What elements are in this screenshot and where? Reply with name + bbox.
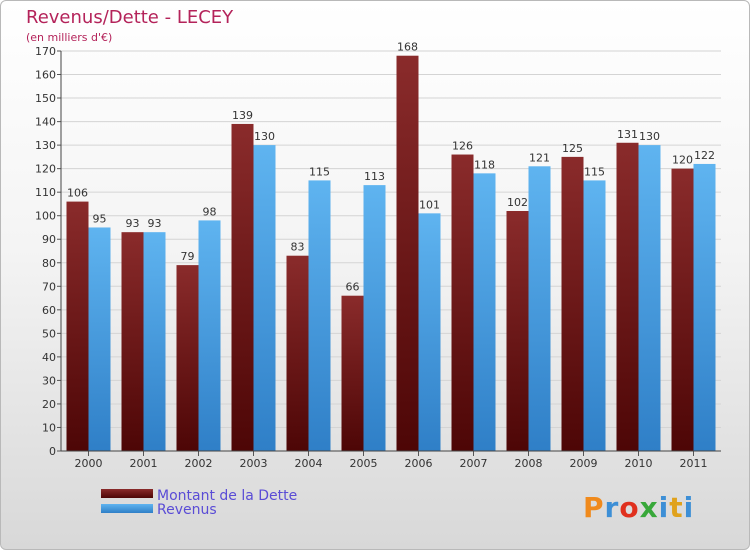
bar-dette <box>66 201 89 451</box>
y-tick-label: 30 <box>42 374 56 387</box>
bar-revenus <box>473 173 496 451</box>
data-label: 120 <box>672 154 693 167</box>
bar-dette <box>561 156 584 451</box>
axes <box>60 51 721 452</box>
data-label: 93 <box>148 217 162 230</box>
bar-dette <box>176 265 199 451</box>
y-tick-label: 100 <box>35 210 56 223</box>
y-tick-label: 90 <box>42 233 56 246</box>
y-tick-label: 80 <box>42 257 56 270</box>
x-axis-ticks: 2000 2001 2002 2003 2004 2005 2006 2007 2008 2009… <box>75 451 708 470</box>
y-tick-label: 110 <box>35 186 56 199</box>
bar-revenus <box>528 166 551 451</box>
bar-revenus <box>308 180 331 452</box>
data-label: 98 <box>203 205 217 218</box>
data-label: 126 <box>452 140 473 153</box>
y-tick-label: 160 <box>35 69 56 82</box>
legend-label-revenus: Revenus <box>157 502 217 518</box>
y-tick-label: 40 <box>42 351 56 364</box>
data-label: 130 <box>254 130 275 143</box>
data-label: 95 <box>93 212 107 225</box>
y-tick-label: 0 <box>49 445 56 458</box>
y-tick-label: 70 <box>42 280 56 293</box>
x-tick-label: 2006 <box>405 457 433 470</box>
data-label: 130 <box>639 130 660 143</box>
y-tick-label: 140 <box>35 116 56 129</box>
bars <box>66 55 716 452</box>
x-tick-label: 2002 <box>185 457 213 470</box>
x-tick-label: 2001 <box>130 457 158 470</box>
proxiti-logo: Proxiti <box>583 491 694 524</box>
y-tick-label: 130 <box>35 139 56 152</box>
data-label: 102 <box>507 196 528 209</box>
bar-revenus <box>583 180 606 452</box>
x-tick-label: 2011 <box>680 457 708 470</box>
data-label: 93 <box>126 217 140 230</box>
legend-label-dette: Montant de la Dette <box>157 488 297 504</box>
legend-swatch-dette <box>101 489 153 498</box>
x-tick-label: 2004 <box>295 457 323 470</box>
chart-subtitle: (en milliers d'€) <box>26 31 112 44</box>
bar-dette <box>451 154 474 451</box>
bar-revenus <box>638 145 661 451</box>
x-tick-label: 2000 <box>75 457 103 470</box>
data-label: 106 <box>67 187 88 200</box>
y-tick-label: 150 <box>35 92 56 105</box>
data-label: 66 <box>346 281 360 294</box>
x-tick-label: 2008 <box>515 457 543 470</box>
bar-dette <box>396 55 419 452</box>
data-label: 125 <box>562 142 583 155</box>
bar-revenus <box>693 163 716 452</box>
data-label: 79 <box>181 250 195 263</box>
data-label: 121 <box>529 151 550 164</box>
x-tick-label: 2005 <box>350 457 378 470</box>
data-label: 115 <box>584 165 605 178</box>
data-label: 168 <box>397 41 418 54</box>
data-label: 139 <box>232 109 253 122</box>
bar-revenus <box>143 232 166 451</box>
logo-text: Proxiti <box>583 491 694 524</box>
bar-dette <box>231 123 254 452</box>
bar-dette <box>286 255 309 451</box>
y-tick-label: 50 <box>42 327 56 340</box>
data-label: 118 <box>474 158 495 171</box>
bar-dette <box>121 232 144 451</box>
bar-dette <box>506 211 529 451</box>
grid-lines <box>61 50 721 452</box>
x-tick-label: 2010 <box>625 457 653 470</box>
bar-revenus <box>363 185 386 451</box>
data-label: 113 <box>364 170 385 183</box>
data-label: 115 <box>309 165 330 178</box>
x-tick-label: 2003 <box>240 457 268 470</box>
data-label: 122 <box>694 149 715 162</box>
x-tick-label: 2007 <box>460 457 488 470</box>
bar-dette <box>341 295 364 451</box>
y-tick-label: 120 <box>35 163 56 176</box>
y-axis-ticks: 0 10 20 30 40 50 60 70 80 90 100 110 120 130 140 150 160… <box>35 45 61 458</box>
y-tick-label: 10 <box>42 421 56 434</box>
data-label: 83 <box>291 241 305 254</box>
bar-revenus <box>88 227 111 451</box>
y-tick-label: 60 <box>42 304 56 317</box>
chart-title: Revenus/Dette - LECEY <box>26 7 234 28</box>
bar-dette <box>671 168 694 451</box>
y-tick-label: 20 <box>42 398 56 411</box>
bar-revenus <box>198 220 221 451</box>
legend-swatch-revenus <box>101 504 153 513</box>
y-tick-label: 170 <box>35 45 56 58</box>
data-label: 101 <box>419 198 440 211</box>
data-label: 131 <box>617 128 638 141</box>
bar-revenus <box>418 213 441 451</box>
bar-revenus <box>253 145 276 451</box>
bar-dette <box>616 142 639 451</box>
legend: Montant de la Dette Revenus <box>101 488 297 518</box>
x-tick-label: 2009 <box>570 457 598 470</box>
